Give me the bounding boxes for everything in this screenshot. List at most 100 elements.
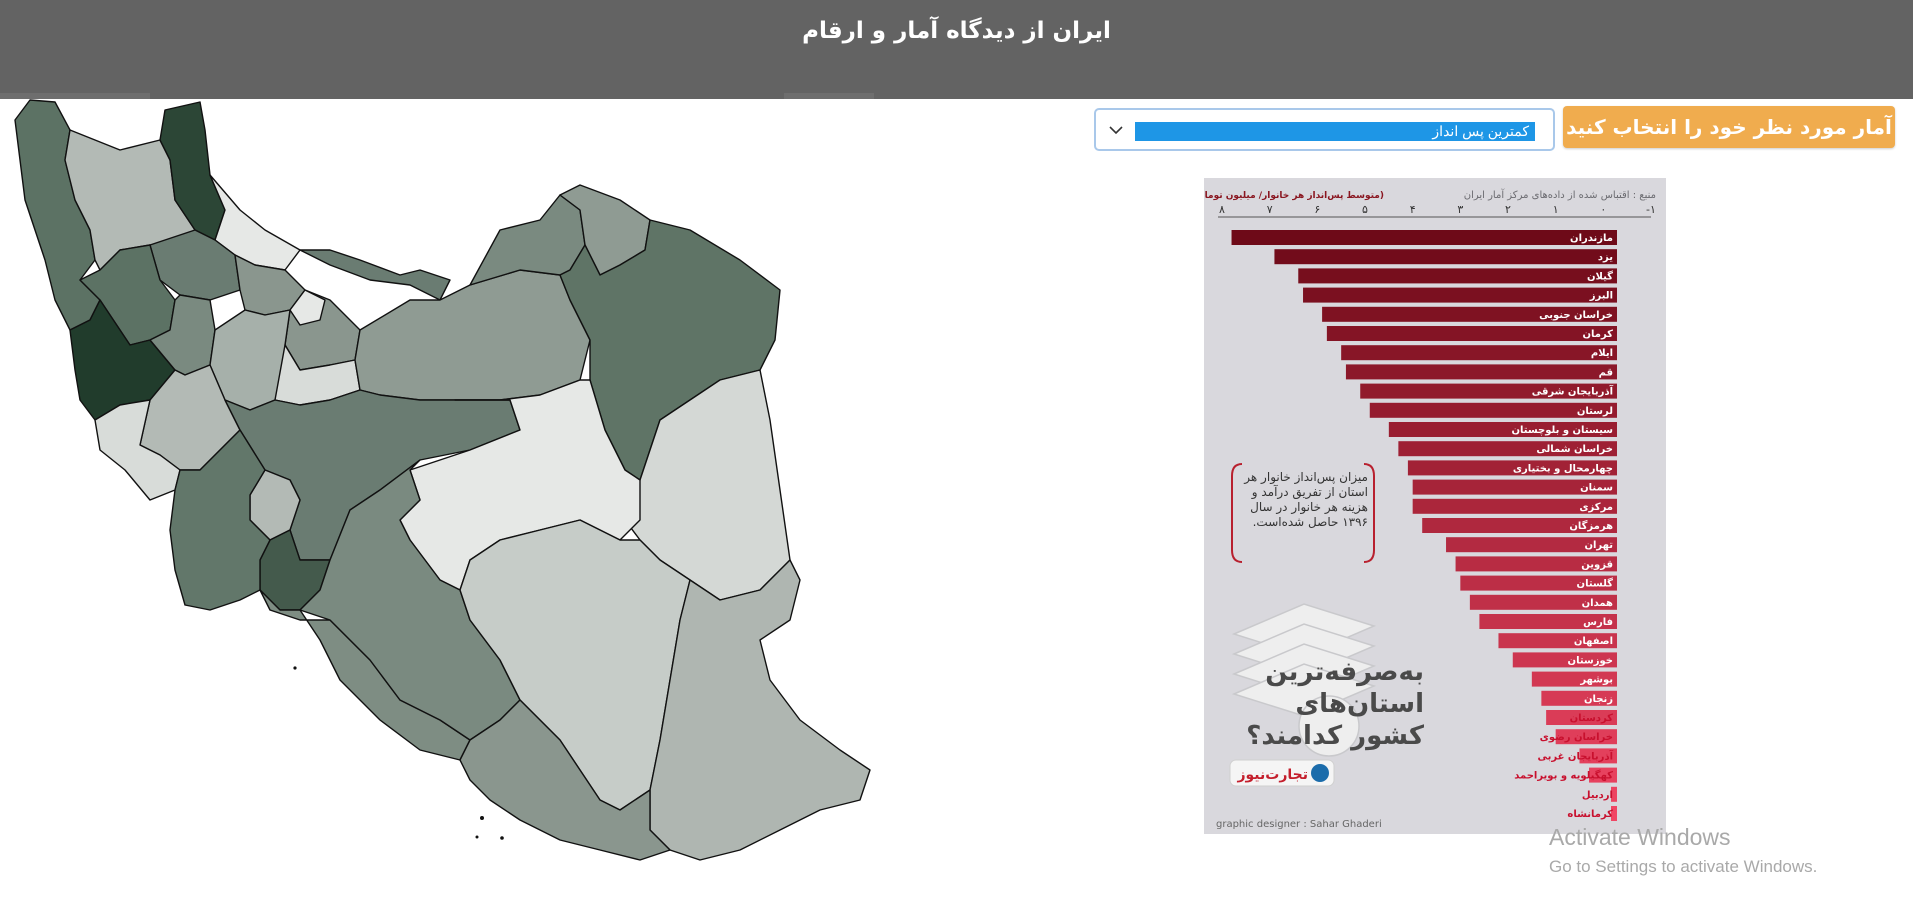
province-mazandaran[interactable] bbox=[299, 249, 451, 301]
bar bbox=[1498, 633, 1617, 649]
bar bbox=[1541, 690, 1617, 706]
bar-label: آذربایجان غربی bbox=[1538, 749, 1614, 762]
province-alborz[interactable] bbox=[289, 289, 326, 326]
note-bracket-left bbox=[1231, 463, 1243, 563]
bar-label: بوشهر bbox=[1579, 675, 1613, 686]
page-title: ایران از دیدگاه آمار و ارقام bbox=[802, 18, 1111, 44]
bar-label: چهارمحال و بختیاری bbox=[1513, 463, 1613, 474]
axis-tick-label: ۱ bbox=[1553, 203, 1559, 216]
bar-label: خوزستان bbox=[1568, 655, 1613, 666]
bar bbox=[1341, 345, 1617, 361]
bar-label: کرمان bbox=[1582, 329, 1613, 340]
axis-tick-label: ۸ bbox=[1219, 203, 1225, 216]
iran-map bbox=[0, 96, 880, 886]
watermark-subtitle: Go to Settings to activate Windows. bbox=[1549, 857, 1818, 876]
bar bbox=[1231, 230, 1617, 245]
bar bbox=[1555, 729, 1617, 745]
unit-text: (متوسط پس‌انداز هر خانوار/ میلیون تومان) bbox=[1204, 191, 1384, 201]
bar-label: آذربایجان شرقی bbox=[1532, 385, 1614, 398]
select-stat-button[interactable]: آمار مورد نظر خود را انتخاب کنید bbox=[1563, 106, 1895, 148]
bar-label: کهگیلویه و بویراحمد bbox=[1514, 769, 1613, 782]
bar bbox=[1546, 710, 1617, 725]
axis-tick-label: ۴ bbox=[1410, 203, 1416, 216]
savings-infographic: منبع : اقتباس شده از داده‌های مرکز آمار … bbox=[1204, 178, 1666, 834]
bar-label: لرستان bbox=[1577, 406, 1613, 417]
bar-label: مرکزی bbox=[1579, 502, 1613, 513]
bar-label: تهران bbox=[1584, 540, 1613, 551]
headline-text: به‌صرفه‌ترین استان‌های کشور کدامند؟ bbox=[1246, 657, 1424, 751]
bar-label: اردبیل bbox=[1582, 790, 1613, 801]
bar-label: سیستان و بلوچستان bbox=[1511, 425, 1613, 436]
axis-ticks: -۱ ۰ ۱ ۲ ۳ ۴ ۵ ۶ ۷ ۸ bbox=[1219, 203, 1656, 216]
bar-label: قم bbox=[1599, 367, 1613, 378]
bar bbox=[1303, 287, 1617, 303]
bar bbox=[1326, 326, 1617, 341]
logo-badge bbox=[1229, 759, 1335, 787]
bars-group: مازندران یزد گیلان البرز خراسان جنوبی کرمان ای… bbox=[1231, 230, 1617, 821]
axis-tick-label: ۲ bbox=[1505, 203, 1511, 216]
province-semnan[interactable] bbox=[354, 269, 591, 401]
bar bbox=[1360, 383, 1617, 399]
bar bbox=[1412, 479, 1617, 495]
axis-tick-label: -۱ bbox=[1646, 203, 1656, 216]
bar bbox=[1322, 306, 1617, 322]
stat-dropdown[interactable]: کمترین پس انداز bbox=[1094, 108, 1555, 151]
bar-label: یزد bbox=[1598, 252, 1613, 263]
bar bbox=[1589, 767, 1617, 783]
bar bbox=[1479, 614, 1617, 629]
bar bbox=[1460, 575, 1617, 591]
bar-label: گیلان bbox=[1587, 269, 1613, 282]
iran-map-svg bbox=[14, 99, 871, 861]
chevron-down-icon[interactable] bbox=[1108, 122, 1124, 138]
note-box: میزان پس‌انداز خانوار هر استان از تفریق … bbox=[1244, 470, 1368, 529]
bar-label: البرز bbox=[1589, 291, 1613, 302]
map-islands bbox=[293, 666, 504, 840]
header-bar: ایران از دیدگاه آمار و ارقام bbox=[0, 0, 1913, 99]
bar-label: مازندران bbox=[1570, 233, 1613, 244]
windows-activation-watermark: Activate Windows Go to Settings to activ… bbox=[1549, 824, 1817, 877]
bar bbox=[1512, 652, 1617, 668]
designer-credit: graphic designer : Sahar Ghaderi bbox=[1216, 819, 1382, 830]
axis-tick-label: ۵ bbox=[1362, 203, 1368, 216]
province-hormozgan[interactable] bbox=[459, 699, 671, 861]
infographic-svg: منبع : اقتباس شده از داده‌های مرکز آمار … bbox=[1204, 188, 1656, 830]
bar bbox=[1274, 249, 1617, 265]
source-text: منبع : اقتباس شده از داده‌های مرکز آمار … bbox=[1464, 188, 1656, 201]
province-sistan-baluchestan[interactable] bbox=[649, 559, 871, 861]
bar-label: همدان bbox=[1582, 598, 1613, 609]
bar-label: خراسان جنوبی bbox=[1539, 310, 1613, 321]
bar-label: هرمزگان bbox=[1569, 519, 1613, 532]
bar bbox=[1388, 422, 1617, 437]
bar bbox=[1455, 556, 1617, 572]
bar bbox=[1469, 594, 1617, 610]
bar bbox=[1611, 786, 1617, 802]
logo-text: تجارت‌نیوز bbox=[1236, 767, 1308, 783]
bar bbox=[1345, 364, 1617, 380]
note-text: میزان پس‌انداز خانوار هر استان از تفریق … bbox=[1244, 470, 1368, 529]
province-fars[interactable] bbox=[299, 459, 521, 741]
bar-label: ایلام bbox=[1591, 348, 1613, 359]
bar-label: کردستان bbox=[1570, 713, 1614, 724]
bar-label: اصفهان bbox=[1574, 636, 1613, 647]
axis-tick-label: ۳ bbox=[1457, 203, 1463, 216]
axis-tick-label: ۰ bbox=[1600, 203, 1606, 216]
bar bbox=[1298, 268, 1617, 284]
dropdown-selected-value: کمترین پس انداز bbox=[1135, 122, 1535, 141]
bar bbox=[1611, 806, 1617, 821]
bar bbox=[1579, 748, 1617, 764]
bar-label: خراسان شمالی bbox=[1536, 444, 1613, 455]
province-khuzestan[interactable] bbox=[169, 429, 271, 611]
bar bbox=[1398, 441, 1617, 457]
bar-label: سمنان bbox=[1580, 483, 1613, 494]
headline-box: به‌صرفه‌ترین استان‌های کشور کدامند؟ bbox=[1246, 657, 1424, 751]
bar bbox=[1369, 402, 1617, 418]
bar-label: فارس bbox=[1583, 617, 1613, 628]
bar-label: خراسان رضوی bbox=[1540, 732, 1613, 743]
axis-tick-label: ۶ bbox=[1314, 203, 1320, 216]
nav-tab-left[interactable] bbox=[0, 93, 150, 99]
bar bbox=[1407, 460, 1617, 476]
note-bracket-right bbox=[1363, 463, 1375, 563]
axis-tick-label: ۷ bbox=[1267, 203, 1273, 216]
bar-label: گلستان bbox=[1577, 577, 1614, 590]
nav-tab-middle[interactable] bbox=[784, 93, 874, 99]
